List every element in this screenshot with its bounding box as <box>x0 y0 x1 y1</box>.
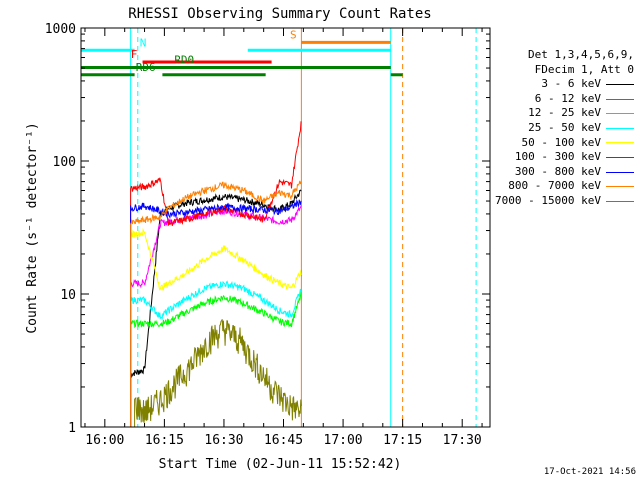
axes: 1 10 100 1000 16:00 16:15 16:30 16:45 17:00 17:15… <box>45 22 490 448</box>
legend-header-2: FDecim 1, Att 0 <box>534 62 634 76</box>
series-line-800-7000-kev <box>130 180 302 427</box>
legend-label: 12 - 25 keV <box>528 106 601 120</box>
legend-label: 6 - 12 keV <box>534 91 601 105</box>
legend-swatch <box>606 98 634 100</box>
legend-swatch <box>606 142 634 144</box>
legend-item: 100 - 300 keV <box>464 150 634 165</box>
legend-swatch <box>606 113 634 115</box>
legend-label: 50 - 100 keV <box>521 135 601 149</box>
y-tick-label: 1 <box>68 421 76 436</box>
series-line-50-100-kev <box>130 227 302 427</box>
legend-label: 25 - 50 keV <box>528 120 601 134</box>
series-line-300-800-kev <box>130 199 302 427</box>
legend-item: 300 - 800 keV <box>464 165 634 180</box>
series-line-7000-15000-kev <box>134 319 302 427</box>
legend-label: 300 - 800 keV <box>514 164 601 178</box>
annotation-label-rd6: RD6 <box>136 61 156 74</box>
legend-item: 7000 - 15000 keV <box>464 194 634 209</box>
x-tick-label: 17:30 <box>443 433 482 448</box>
x-tick-label: 17:15 <box>383 433 422 448</box>
plot-frame <box>80 27 491 428</box>
legend-item: 12 - 25 keV <box>464 106 634 121</box>
y-tick-label: 1000 <box>45 22 76 37</box>
legend-swatch <box>606 186 634 188</box>
legend-swatch <box>606 156 634 158</box>
legend-header-1: Det 1,3,4,5,6,9, <box>528 48 634 61</box>
legend-swatch <box>606 171 634 173</box>
chart-title: RHESSI Observing Summary Count Rates <box>128 6 431 22</box>
legend-item: 6 - 12 keV <box>464 92 634 107</box>
x-tick-label: 16:15 <box>145 433 184 448</box>
y-tick-label: 10 <box>60 288 76 303</box>
legend-label: 3 - 6 keV <box>541 77 601 91</box>
y-axis-label: Count Rate (s⁻¹ detector⁻¹) <box>25 122 40 333</box>
legend-item: 800 - 7000 keV <box>464 179 634 194</box>
x-tick-label: 17:00 <box>324 433 363 448</box>
annotation-label-n: N <box>140 36 147 49</box>
y-tick-label: 100 <box>53 155 76 170</box>
legend: Det 1,3,4,5,6,9, FDecim 1, Att 0 3 - 6 k… <box>464 48 634 209</box>
generated-timestamp: 17-Oct-2021 14:56 <box>543 467 636 477</box>
x-tick-label: 16:00 <box>85 433 124 448</box>
series-line-6-12-kev <box>130 205 302 427</box>
annotation-label-rd0: RD0 <box>174 53 194 66</box>
legend-label: 100 - 300 keV <box>514 150 601 164</box>
legend-item: 25 - 50 keV <box>464 121 634 136</box>
annotation-label-f: F <box>131 48 138 61</box>
x-axis-label: Start Time (02-Jun-11 15:52:42) <box>159 457 402 472</box>
legend-label: 800 - 7000 keV <box>508 179 601 193</box>
plot-area: N S F RD0 RD6 <box>80 28 477 427</box>
series-line-12-25-kev <box>130 291 302 427</box>
legend-swatch <box>606 200 634 202</box>
legend-label: 7000 - 15000 keV <box>495 193 601 207</box>
legend-swatch <box>606 83 634 85</box>
series-line-25-50-kev <box>130 280 302 427</box>
legend-item: 3 - 6 keV <box>464 77 634 92</box>
x-tick-label: 16:30 <box>204 433 243 448</box>
annotation-label-s: S <box>290 28 297 41</box>
legend-item: 50 - 100 keV <box>464 136 634 151</box>
series-line-3-6-kev <box>130 189 302 427</box>
x-tick-label: 16:45 <box>264 433 303 448</box>
legend-swatch <box>606 127 634 129</box>
